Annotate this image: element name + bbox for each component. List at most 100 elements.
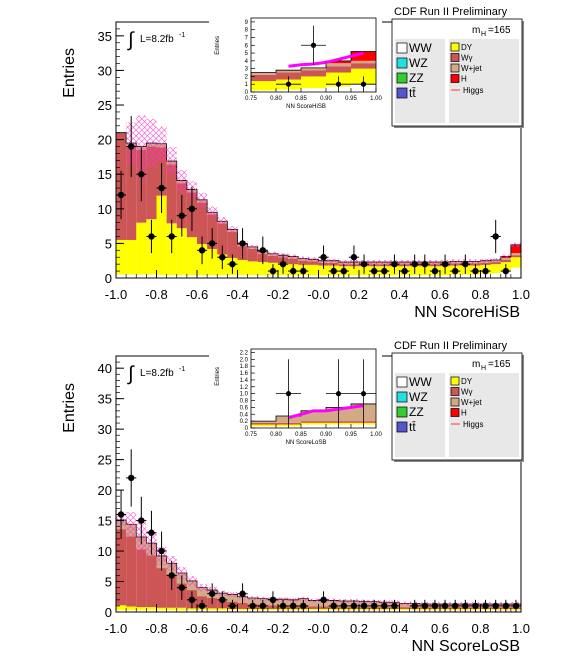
y-tick-label: 10 (98, 202, 112, 217)
stack-bar-WW (207, 610, 218, 612)
stack-bar-H (326, 60, 351, 64)
stack-bar-WW (116, 274, 127, 278)
y-tick-label: 0 (105, 271, 112, 286)
y-tick-label: 20 (98, 133, 112, 148)
stack-bar-WW (217, 610, 228, 612)
stack-bar-Wjet (351, 60, 376, 64)
inset-y-tick-label: 6 (245, 43, 249, 49)
data-point (512, 602, 520, 610)
data-point (249, 602, 256, 610)
data-point (208, 590, 216, 597)
stack-bar-WW (389, 275, 400, 278)
stack-bar-DY (318, 265, 329, 276)
x-tick-label: 0.2 (350, 287, 368, 302)
stack-bar-DY (237, 608, 248, 611)
data-point (482, 267, 489, 275)
data-point (350, 602, 358, 610)
stack-bar-Wg (146, 146, 157, 220)
data-point (168, 572, 175, 579)
inset-y-tick-label: 0.4 (240, 412, 249, 418)
legend-label: DY (461, 377, 473, 386)
legend-swatch-tt (396, 421, 408, 433)
stack-bar-WW (359, 275, 370, 278)
legend-label: W+jet (461, 64, 482, 73)
legend-column (449, 373, 519, 457)
x-tick-label: -0.2 (267, 621, 289, 636)
stack-bar-WW (318, 275, 329, 278)
inset-y-tick-label: 8 (245, 28, 249, 34)
x-tick-label: 0.4 (390, 621, 408, 636)
stack-bar-DY (186, 237, 197, 276)
inset-x-tick-label: 1.00 (370, 96, 382, 102)
stack-bar-WW (186, 275, 197, 278)
chart-title: CDF Run II Preliminary (394, 340, 508, 352)
uncertainty-band (267, 251, 278, 256)
legend-swatch-H (450, 408, 460, 417)
uncertainty-band (247, 244, 258, 249)
y-tick-label: 10 (98, 544, 112, 559)
data-point (472, 267, 479, 275)
uncertainty-band (207, 206, 218, 218)
legend-label: H (461, 409, 467, 418)
inset-x-tick-label: 0.80 (270, 96, 282, 102)
data-point (168, 233, 175, 240)
legend-swatch-WZ (396, 57, 408, 69)
data-point (370, 602, 378, 610)
stack-bar-DY (116, 239, 127, 275)
x-tick-label: 1.0 (512, 287, 530, 302)
legend-label: Wγ (461, 388, 473, 397)
data-point (492, 233, 499, 240)
data-point (340, 267, 348, 275)
data-point (219, 596, 226, 604)
inset-data-point (285, 81, 292, 87)
data-point (127, 474, 135, 482)
inset-y-tick-label: 2.2 (240, 350, 249, 356)
stack-bar-DY (176, 228, 187, 276)
data-point (370, 267, 378, 275)
data-point (138, 517, 145, 524)
data-point (229, 602, 236, 610)
inset-plot: 0.75 0.80 0.85 0.90 0.95 1.00 00.20.40.60.81.0… (209, 341, 382, 450)
uncertainty-band (176, 170, 187, 191)
stack-bar-Wg (166, 574, 177, 608)
inset-y-tick-label: 1.0 (240, 392, 249, 398)
uncertainty-band (126, 512, 137, 537)
data-point (188, 596, 196, 604)
stack-bar-Wjet (301, 410, 326, 422)
x-tick-label: 0.8 (471, 621, 489, 636)
data-point (229, 260, 236, 268)
stack-bar-DY (207, 248, 218, 276)
stack-bar-WW (267, 610, 278, 612)
uncertainty-band (379, 260, 390, 265)
stack-bar-WW (237, 275, 248, 278)
stack-bar-DY (399, 608, 410, 611)
stack-bar-Wg (116, 529, 127, 606)
legend-swatch-WZ (396, 391, 408, 403)
y-tick-label: 15 (98, 167, 112, 182)
data-point (198, 602, 206, 610)
chart-title: CDF Run II Preliminary (394, 6, 508, 18)
stack-bar-Wg (136, 549, 147, 608)
legend-label: DY (461, 43, 473, 52)
stack-bar-WW (399, 610, 410, 612)
stack-bar-DY (308, 608, 319, 611)
inset-y-tick-label: 0 (245, 90, 249, 96)
stack-bar-WW (176, 275, 187, 278)
inset-y-tick-label: 1 (245, 82, 249, 88)
stack-bar-DY (116, 605, 127, 611)
y-tick-label: 30 (98, 422, 112, 437)
data-point (421, 260, 429, 268)
stack-bar-Wjet (251, 72, 276, 75)
stack-bar-DY (186, 608, 197, 611)
inset-x-tick-label: 0.90 (320, 432, 332, 438)
inset-frame (250, 17, 377, 93)
stack-bar-WW (217, 275, 228, 278)
uncertainty-band (146, 118, 157, 168)
stack-bar-WW (308, 610, 319, 612)
uncertainty-band (328, 258, 339, 263)
y-axis-label: Entries (61, 48, 78, 98)
stack-outline (250, 51, 376, 92)
stack-bar-WW (301, 88, 326, 92)
data-point (279, 260, 287, 268)
